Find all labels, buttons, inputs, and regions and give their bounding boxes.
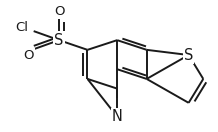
Text: O: O bbox=[54, 5, 64, 18]
Text: N: N bbox=[112, 109, 123, 124]
Text: S: S bbox=[184, 48, 193, 63]
Text: Cl: Cl bbox=[15, 21, 28, 34]
Text: S: S bbox=[54, 33, 64, 48]
Text: O: O bbox=[24, 49, 34, 62]
